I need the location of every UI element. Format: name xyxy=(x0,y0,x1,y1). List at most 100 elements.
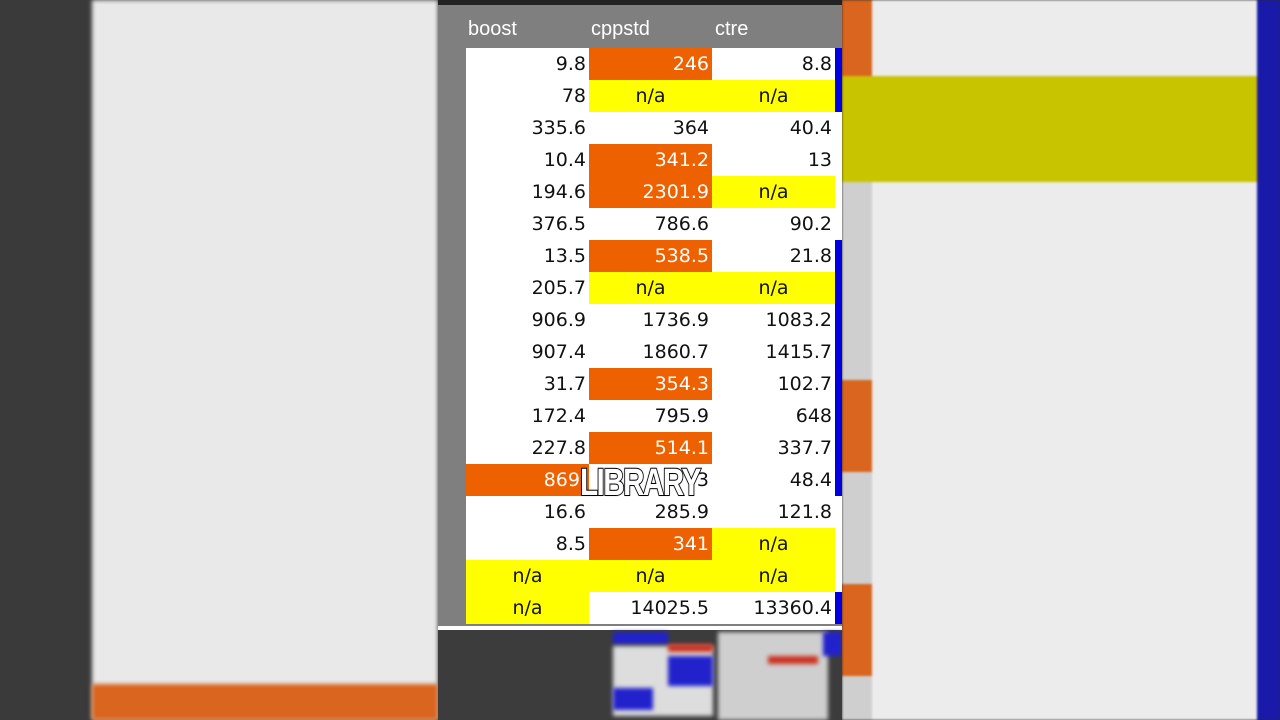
row-indicator-strip xyxy=(835,112,842,144)
cell-ctre[interactable]: 102.7 xyxy=(712,368,835,400)
row-indicator-strip xyxy=(835,272,842,304)
cell-cppstd[interactable]: 14025.5 xyxy=(589,592,712,624)
cell-boost[interactable]: 16.6 xyxy=(466,496,589,528)
row-indicator-strip xyxy=(835,592,842,624)
table-row: 78 n/a n/a xyxy=(466,80,835,112)
cell-cppstd[interactable]: 341 xyxy=(589,528,712,560)
cell-ctre[interactable]: n/a xyxy=(712,272,835,304)
video-caption: LIBRARY xyxy=(579,461,702,505)
table-row: 869. 3 48.4 xyxy=(466,464,835,496)
cell-cppstd[interactable]: 364 xyxy=(589,112,712,144)
blurred-cell xyxy=(823,632,842,656)
cell-boost[interactable]: 376.5 xyxy=(466,208,589,240)
row-indicator-strip xyxy=(835,208,842,240)
cell-cppstd[interactable]: 538.5 xyxy=(589,240,712,272)
cell-ctre[interactable]: 13360.4 xyxy=(712,592,835,624)
cell-ctre[interactable]: n/a xyxy=(712,176,835,208)
blurred-yellow-cell xyxy=(842,76,1257,182)
cell-cppstd[interactable]: 354.3 xyxy=(589,368,712,400)
row-indicator-strip xyxy=(835,80,842,112)
cell-boost[interactable]: 172.4 xyxy=(466,400,589,432)
table-row: 9.8 246 8.8 xyxy=(466,48,835,80)
blurred-background-right xyxy=(842,0,1280,720)
cell-cppstd[interactable]: 285.9 xyxy=(589,496,712,528)
cell-ctre[interactable]: 648 xyxy=(712,400,835,432)
column-header-boost[interactable]: boost xyxy=(468,18,517,40)
cell-boost[interactable]: 9.8 xyxy=(466,48,589,80)
table-row: n/a 14025.5 13360.4 xyxy=(466,592,835,624)
cell-cppstd[interactable]: 514.1 xyxy=(589,432,712,464)
table-row: 10.4 341.2 13 xyxy=(466,144,835,176)
cell-boost[interactable]: 10.4 xyxy=(466,144,589,176)
cell-cppstd[interactable]: n/a xyxy=(589,80,712,112)
table-row: 227.8 514.1 337.7 xyxy=(466,432,835,464)
cell-boost[interactable]: n/a xyxy=(466,592,589,624)
cell-boost[interactable]: 869. xyxy=(466,464,589,496)
cell-boost[interactable]: 906.9 xyxy=(466,304,589,336)
cell-cppstd[interactable]: 786.6 xyxy=(589,208,712,240)
cell-ctre[interactable]: n/a xyxy=(712,560,835,592)
blurred-background-left xyxy=(0,0,438,720)
cell-ctre[interactable]: 21.8 xyxy=(712,240,835,272)
blurred-orange-cell xyxy=(842,584,872,676)
cell-boost[interactable]: 907.4 xyxy=(466,336,589,368)
blurred-sheet xyxy=(92,0,438,720)
column-header-cppstd[interactable]: cppstd xyxy=(591,18,650,40)
blurred-cell xyxy=(768,656,818,664)
spreadsheet-panel: boost cppstd ctre 9.8 246 8.8 78 n/a n/a 335.6… xyxy=(438,0,842,720)
blurred-orange-cell xyxy=(842,0,872,76)
cell-boost[interactable]: n/a xyxy=(466,560,589,592)
cell-ctre[interactable]: 48.4 xyxy=(712,464,835,496)
cell-ctre[interactable]: 8.8 xyxy=(712,48,835,80)
table-row: 31.7 354.3 102.7 xyxy=(466,368,835,400)
row-indicator-strip xyxy=(835,48,842,80)
cell-boost[interactable]: 205.7 xyxy=(466,272,589,304)
table-row: 8.5 341 n/a xyxy=(466,528,835,560)
blurred-cell xyxy=(613,688,653,710)
cell-boost[interactable]: 8.5 xyxy=(466,528,589,560)
cell-cppstd[interactable]: n/a xyxy=(589,272,712,304)
cell-cppstd[interactable]: 3 xyxy=(589,464,712,496)
row-indicator-strip xyxy=(835,432,842,464)
cell-ctre[interactable]: 40.4 xyxy=(712,112,835,144)
table-row: n/a n/a n/a xyxy=(466,560,835,592)
table-row: 335.6 364 40.4 xyxy=(466,112,835,144)
cell-ctre[interactable]: 90.2 xyxy=(712,208,835,240)
table-row: 376.5 786.6 90.2 xyxy=(466,208,835,240)
cell-ctre[interactable]: n/a xyxy=(712,528,835,560)
row-indicator-strip xyxy=(835,368,842,400)
blurred-orange-cell xyxy=(842,380,872,472)
cell-ctre[interactable]: 121.8 xyxy=(712,496,835,528)
cell-boost[interactable]: 13.5 xyxy=(466,240,589,272)
cell-cppstd[interactable]: 1736.9 xyxy=(589,304,712,336)
table-row: 172.4 795.9 648 xyxy=(466,400,835,432)
cell-ctre[interactable]: 13 xyxy=(712,144,835,176)
row-indicator-strip xyxy=(835,560,842,592)
cell-cppstd[interactable]: 341.2 xyxy=(589,144,712,176)
cell-boost[interactable]: 78 xyxy=(466,80,589,112)
cell-boost[interactable]: 227.8 xyxy=(466,432,589,464)
cell-boost[interactable]: 335.6 xyxy=(466,112,589,144)
blurred-cell xyxy=(668,644,713,652)
cell-cppstd[interactable]: 2301.9 xyxy=(589,176,712,208)
cell-ctre[interactable]: 337.7 xyxy=(712,432,835,464)
table-row: 13.5 538.5 21.8 xyxy=(466,240,835,272)
blurred-cell xyxy=(718,632,828,720)
row-indicator-strip xyxy=(835,336,842,368)
cell-cppstd[interactable]: 795.9 xyxy=(589,400,712,432)
divider xyxy=(438,626,842,630)
cell-ctre[interactable]: 1415.7 xyxy=(712,336,835,368)
cell-cppstd[interactable]: n/a xyxy=(589,560,712,592)
row-indicator-strip xyxy=(835,464,842,496)
table-row: 16.6 285.9 121.8 xyxy=(466,496,835,528)
table-row: 907.4 1860.7 1415.7 xyxy=(466,336,835,368)
cell-boost[interactable]: 31.7 xyxy=(466,368,589,400)
cell-cppstd[interactable]: 246 xyxy=(589,48,712,80)
cell-ctre[interactable]: 1083.2 xyxy=(712,304,835,336)
cell-cppstd[interactable]: 1860.7 xyxy=(589,336,712,368)
column-header-ctre[interactable]: ctre xyxy=(715,18,749,40)
table-row: 205.7 n/a n/a xyxy=(466,272,835,304)
cell-boost[interactable]: 194.6 xyxy=(466,176,589,208)
cell-ctre[interactable]: n/a xyxy=(712,80,835,112)
blurred-blue-strip xyxy=(1257,0,1280,720)
